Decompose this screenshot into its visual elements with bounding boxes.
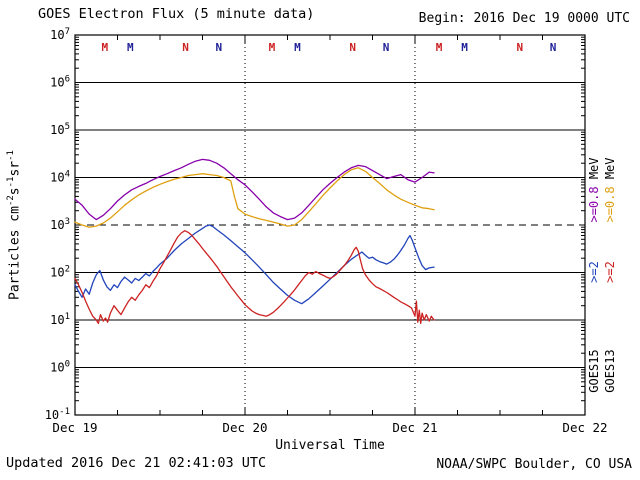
svg-text:N: N <box>516 41 523 54</box>
svg-text:100: 100 <box>50 360 70 375</box>
svg-text:N: N <box>383 41 390 54</box>
y-axis-title-sr: sr <box>7 160 23 177</box>
svg-text:N: N <box>215 41 222 54</box>
svg-text:107: 107 <box>50 27 70 42</box>
y-axis-title-text: Particles cm <box>7 206 23 300</box>
y-axis-title: Particles cm-2s-1sr-1 <box>6 15 22 435</box>
x-axis-title: Universal Time <box>275 438 385 453</box>
svg-text:104: 104 <box>50 170 70 185</box>
svg-text:>=2: >=2 <box>603 261 617 283</box>
svg-text:M: M <box>269 41 276 54</box>
svg-text:Dec 22: Dec 22 <box>562 420 607 435</box>
svg-text:Dec 19: Dec 19 <box>52 420 97 435</box>
svg-text:105: 105 <box>50 122 70 137</box>
svg-text:106: 106 <box>50 75 70 90</box>
svg-text:N: N <box>349 41 356 54</box>
svg-text:Dec 21: Dec 21 <box>392 420 437 435</box>
svg-text:GOES13: GOES13 <box>603 349 617 392</box>
chart-title: GOES Electron Flux (5 minute data) <box>38 6 315 22</box>
updated-timestamp: Updated 2016 Dec 21 02:41:03 UTC <box>6 455 267 471</box>
begin-timestamp: Begin: 2016 Dec 19 0000 UTC <box>418 11 630 26</box>
svg-text:M: M <box>127 41 134 54</box>
svg-text:N: N <box>182 41 189 54</box>
svg-text:M: M <box>461 41 468 54</box>
svg-text:>=0.8 MeV: >=0.8 MeV <box>587 157 601 222</box>
y-axis-sup-3: -1 <box>6 150 16 161</box>
svg-text:>=0.8 MeV: >=0.8 MeV <box>603 157 617 222</box>
svg-text:Dec 20: Dec 20 <box>222 420 267 435</box>
svg-text:N: N <box>550 41 557 54</box>
svg-text:GOES15: GOES15 <box>587 349 601 392</box>
svg-text:M: M <box>101 41 108 54</box>
y-axis-sup-2: -1 <box>6 176 16 188</box>
svg-text:102: 102 <box>50 265 70 280</box>
y-axis-sup-1: -2 <box>6 195 16 207</box>
svg-text:M: M <box>294 41 301 54</box>
y-axis-title-s: s <box>7 187 23 196</box>
svg-text:103: 103 <box>50 217 70 232</box>
svg-text:101: 101 <box>50 312 70 327</box>
svg-text:M: M <box>436 41 443 54</box>
svg-text:>=2: >=2 <box>587 261 601 283</box>
credit-label: NOAA/SWPC Boulder, CO USA <box>436 457 632 472</box>
